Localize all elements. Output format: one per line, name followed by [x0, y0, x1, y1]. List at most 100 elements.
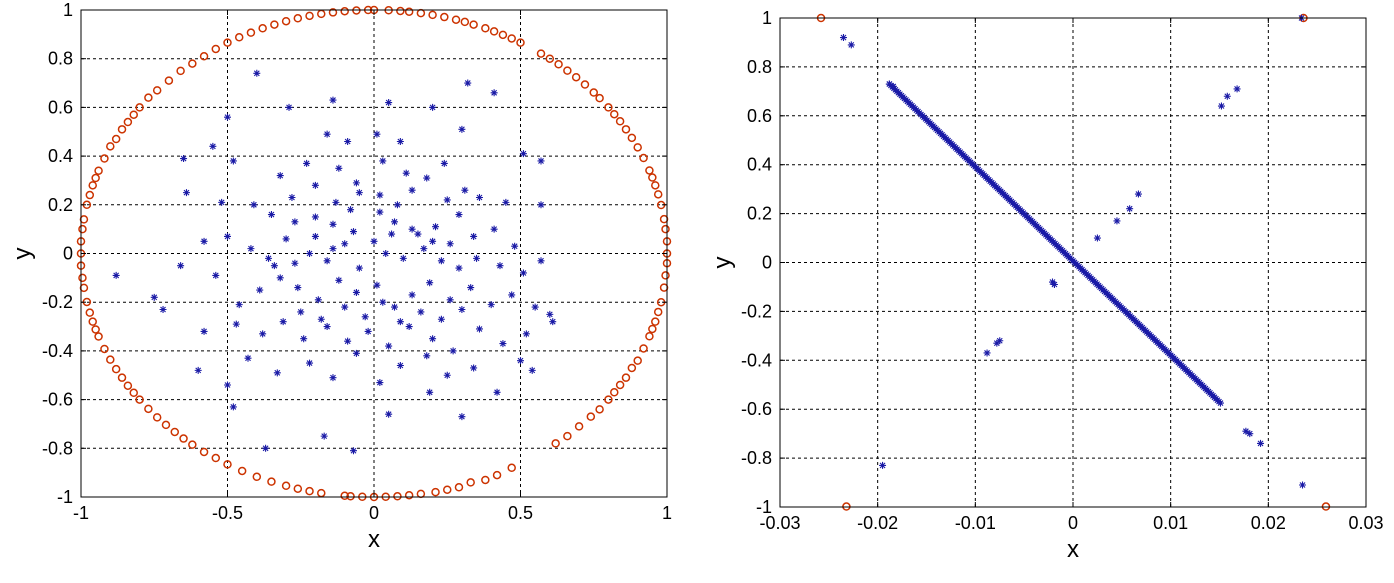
data-point [94, 332, 103, 341]
data-point [85, 308, 95, 317]
data-point [270, 20, 279, 29]
y-tick-label: 0.8 [747, 57, 772, 77]
data-point [507, 463, 516, 473]
data-point [349, 228, 357, 236]
data-point [320, 432, 328, 440]
y-tick-label: 1 [63, 0, 73, 20]
y-tick-label: 0.4 [747, 155, 772, 175]
data-point [329, 245, 337, 253]
data-point [396, 6, 405, 16]
data-point [1050, 281, 1058, 289]
data-point [431, 487, 440, 497]
series-star [112, 69, 557, 455]
data-point [346, 492, 355, 501]
series-star [839, 14, 1307, 489]
data-point [490, 89, 498, 97]
data-point [329, 374, 337, 382]
data-point [267, 211, 275, 219]
data-point [329, 96, 337, 104]
data-point [159, 306, 167, 314]
data-point [300, 335, 308, 343]
data-point [633, 143, 642, 152]
data-point [408, 186, 416, 194]
data-point [91, 173, 100, 183]
x-tick-label: 0 [369, 503, 379, 523]
data-point [653, 190, 663, 199]
data-point [467, 284, 475, 292]
data-point [281, 481, 291, 491]
data-point [182, 189, 190, 197]
data-point [78, 224, 87, 234]
data-point [106, 142, 115, 151]
data-point [328, 8, 338, 17]
data-point [847, 41, 855, 49]
data-point [199, 447, 209, 457]
data-point [627, 363, 637, 373]
data-point [437, 257, 445, 265]
data-point [639, 344, 648, 353]
data-point [443, 371, 451, 379]
y-tick-label: -0.4 [741, 350, 772, 370]
data-point [498, 30, 508, 40]
data-point [396, 137, 404, 145]
y-tick-label: 0.6 [747, 106, 772, 126]
data-point [499, 340, 507, 348]
data-point [470, 232, 478, 240]
data-point [376, 208, 384, 216]
data-point [432, 223, 440, 231]
data-point [335, 164, 343, 172]
data-point [393, 201, 401, 209]
data-point [94, 166, 103, 175]
data-point [417, 308, 425, 316]
data-point [135, 103, 144, 112]
data-point [211, 453, 221, 463]
data-point [615, 380, 625, 390]
data-point [645, 332, 654, 341]
data-point [294, 284, 302, 292]
data-point [574, 422, 584, 431]
data-point [123, 381, 133, 390]
data-point [549, 318, 557, 326]
data-point [621, 125, 631, 134]
data-point [458, 306, 466, 314]
data-point [391, 218, 399, 226]
data-point [1113, 217, 1121, 225]
data-point [224, 381, 231, 389]
data-point [379, 157, 387, 165]
data-point [404, 7, 414, 16]
data-point [361, 313, 369, 321]
data-point [440, 12, 449, 22]
data-point [212, 271, 220, 279]
data-point [648, 173, 657, 182]
data-point [250, 201, 258, 209]
data-point [996, 337, 1004, 345]
data-point [344, 337, 352, 345]
data-point [385, 99, 393, 107]
data-point [528, 366, 536, 374]
data-point [293, 14, 303, 23]
data-point [282, 235, 290, 243]
data-point [276, 172, 284, 180]
data-point [496, 262, 504, 270]
data-point [317, 9, 326, 19]
data-point [426, 279, 434, 287]
data-point [423, 352, 431, 360]
data-point [341, 240, 349, 248]
ticks: -1 -0.5 0 0.5 1 -1 -0.8 -0.6 -0.4 -0.2 0 0.2 0.4 0.6 0… [42, 0, 672, 523]
data-point [519, 150, 527, 158]
y-tick-label: -1 [756, 497, 772, 517]
data-point [451, 15, 461, 24]
grid [780, 18, 1366, 507]
data-point [493, 388, 501, 396]
y-tick-label: 1 [762, 8, 772, 28]
data-point [88, 181, 97, 190]
left-scatter-chart: -1 -0.5 0 0.5 1 -1 -0.8 -0.6 -0.4 -0.2 0 0.2 0.4 0.6 0… [9, 0, 672, 553]
data-point [546, 310, 554, 318]
data-point [604, 103, 613, 112]
data-point [329, 220, 337, 228]
data-point [340, 491, 349, 501]
data-point [311, 232, 319, 240]
data-point [311, 181, 319, 189]
data-point [408, 225, 416, 233]
data-point [379, 298, 387, 306]
